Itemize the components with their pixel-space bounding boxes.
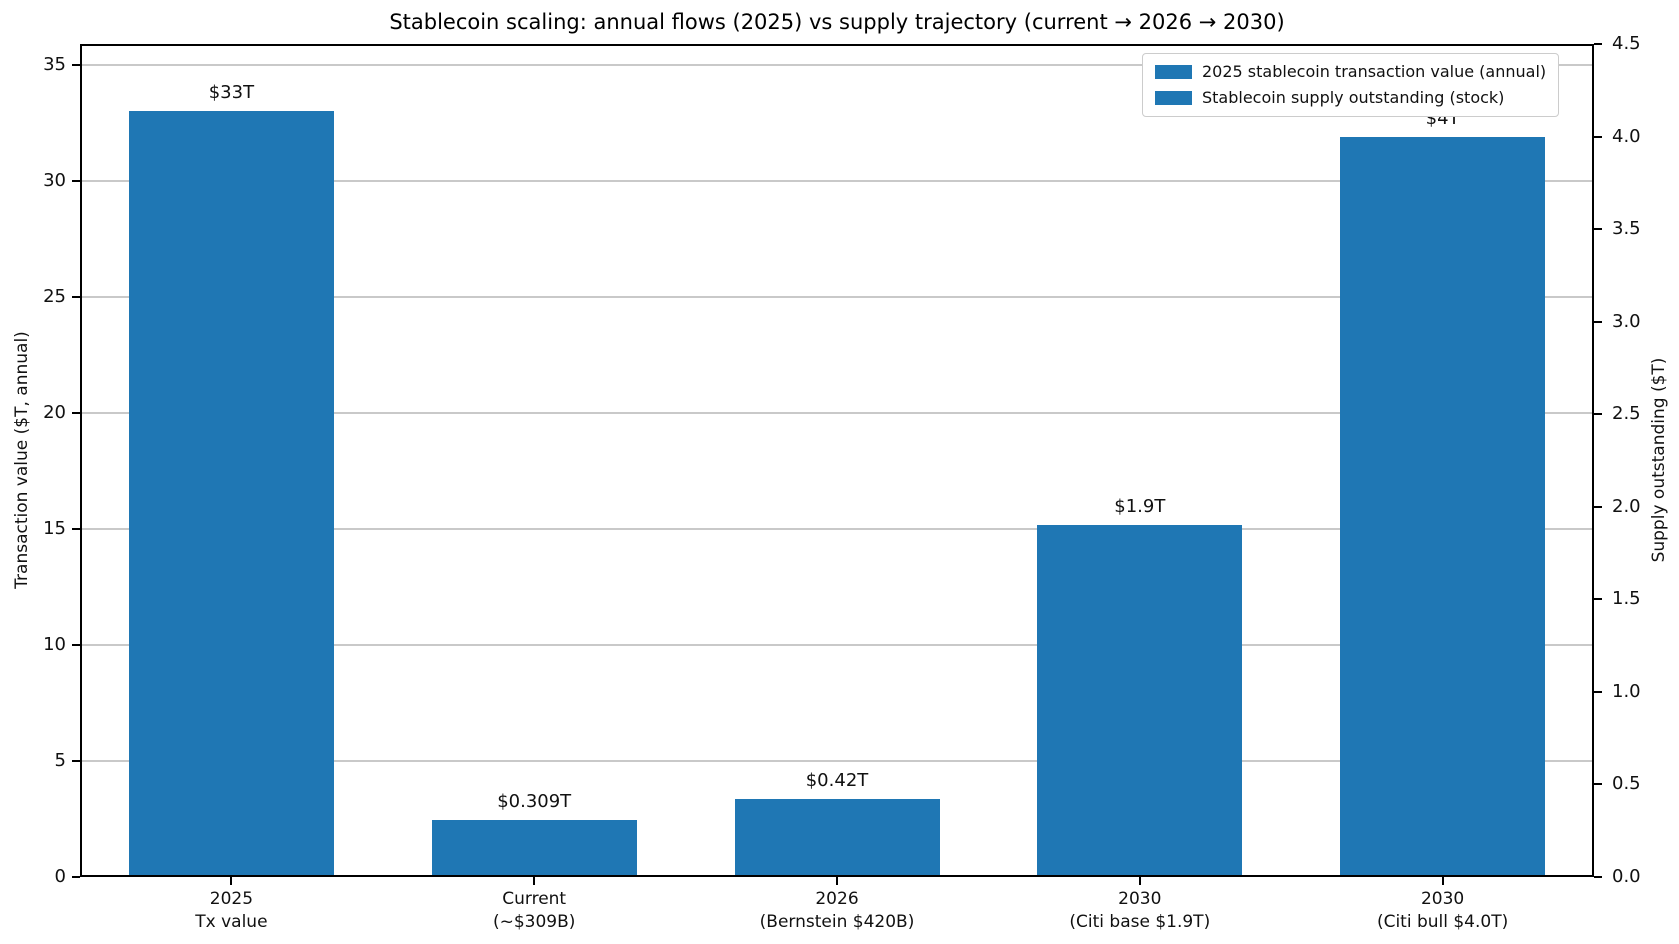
left-axis-tick xyxy=(72,179,80,182)
x-axis-tick-label-line: 2030 xyxy=(1118,889,1162,909)
chart-title: Stablecoin scaling: annual flows (2025) … xyxy=(389,10,1285,34)
x-axis-tick xyxy=(836,877,838,885)
left-axis-tick xyxy=(72,643,80,646)
x-axis-tick-label-line: 2026 xyxy=(815,889,859,909)
right-axis-tick-label: 2.0 xyxy=(1612,495,1641,517)
left-axis-tick-label: 20 xyxy=(43,401,66,423)
gridline xyxy=(82,411,1592,414)
gridline xyxy=(82,179,1592,182)
bar xyxy=(1037,525,1243,876)
bar xyxy=(128,111,334,876)
right-y-axis-label: Supply outstanding ($T) xyxy=(1649,357,1669,563)
x-axis-tick-label: 2030 (Citi base $1.9T) xyxy=(1069,888,1210,934)
x-axis-tick-label-line: (Citi base $1.9T) xyxy=(1069,912,1211,932)
x-axis-tick-label-line: (Citi bull $4.0T) xyxy=(1376,912,1509,932)
left-y-axis-label: Transaction value ($T, annual) xyxy=(12,331,32,589)
right-axis-tick-label: 1.0 xyxy=(1612,680,1641,702)
legend-entry: Stablecoin supply outstanding (stock) xyxy=(1155,88,1546,108)
right-axis-tick-label: 0.0 xyxy=(1612,866,1641,887)
bar-value-label: $33T xyxy=(208,82,255,104)
legend-entry: 2025 stablecoin transaction value (annua… xyxy=(1155,62,1546,82)
gridline xyxy=(82,295,1592,298)
legend-swatch-blue xyxy=(1155,65,1192,79)
left-axis-tick xyxy=(72,527,80,530)
right-axis-tick xyxy=(1594,505,1602,508)
gridline xyxy=(82,643,1592,646)
right-axis-tick-label: 3.5 xyxy=(1612,218,1641,240)
legend-label: Stablecoin supply outstanding (stock) xyxy=(1202,88,1505,107)
gridline xyxy=(82,527,1592,530)
left-axis-tick-label: 30 xyxy=(43,169,66,191)
right-axis-tick xyxy=(1594,320,1602,323)
x-axis-tick-label-line: 2025 xyxy=(209,889,254,909)
x-axis-tick-label: 2030 (Citi bull $4.0T) xyxy=(1377,888,1508,934)
left-axis-tick-label: 35 xyxy=(43,53,66,75)
right-axis-tick xyxy=(1594,228,1602,231)
bar-value-label: $0.42T xyxy=(805,770,869,792)
right-axis-tick-label: 3.0 xyxy=(1612,310,1641,332)
x-axis-tick-label: 2026 (Bernstein $420B) xyxy=(760,888,915,934)
right-axis-tick xyxy=(1594,690,1602,693)
x-axis-tick-label-line: (~$309B) xyxy=(492,912,576,932)
right-axis-tick xyxy=(1594,413,1602,416)
x-axis-tick xyxy=(1441,877,1444,885)
gridline xyxy=(82,759,1592,762)
x-axis-tick xyxy=(533,877,536,885)
bar-value-label: $0.309T xyxy=(497,790,572,812)
right-axis-tick xyxy=(1594,876,1602,878)
left-axis-tick-label: 10 xyxy=(43,633,66,655)
legend-label: 2025 stablecoin transaction value (annua… xyxy=(1202,62,1547,81)
x-axis-tick-label-line: Tx value xyxy=(195,912,268,932)
x-axis-tick xyxy=(230,877,233,885)
x-axis-tick-label: Current (~$309B) xyxy=(493,888,575,934)
left-axis-tick xyxy=(72,876,80,878)
x-axis-tick-label-line: 2030 xyxy=(1420,889,1465,909)
right-axis-tick-label: 1.5 xyxy=(1612,588,1641,610)
left-axis-tick-label: 0 xyxy=(54,866,66,887)
gridline xyxy=(82,63,1592,66)
right-axis-tick xyxy=(1594,598,1602,601)
left-axis-tick-label: 5 xyxy=(54,749,66,771)
legend-swatch-blue xyxy=(1155,91,1192,105)
bar xyxy=(1340,136,1546,876)
left-axis-tick xyxy=(72,759,80,762)
right-axis-tick-label: 4.0 xyxy=(1612,125,1641,147)
bar xyxy=(734,799,940,876)
legend: 2025 stablecoin transaction value (annua… xyxy=(1142,53,1560,117)
left-axis-tick xyxy=(72,411,80,414)
x-axis-tick-label-line: Current xyxy=(502,889,567,909)
right-axis-tick xyxy=(1594,43,1602,45)
right-axis-tick-label: 4.5 xyxy=(1612,33,1641,54)
x-axis-tick-label: 2025 Tx value xyxy=(195,888,267,934)
bar-value-label: $1.9T xyxy=(1114,496,1166,518)
left-axis-tick-label: 25 xyxy=(43,285,66,307)
bar xyxy=(431,819,637,876)
x-axis-tick-label-line: (Bernstein $420B) xyxy=(759,912,915,932)
left-axis-tick xyxy=(72,295,80,298)
left-axis-tick xyxy=(72,63,80,66)
right-axis-tick-label: 0.5 xyxy=(1612,773,1641,795)
x-axis-tick xyxy=(1138,877,1141,885)
left-axis-tick-label: 15 xyxy=(43,517,66,539)
right-axis-tick xyxy=(1594,135,1602,138)
right-axis-tick xyxy=(1594,783,1602,786)
right-axis-tick-label: 2.5 xyxy=(1612,403,1641,425)
